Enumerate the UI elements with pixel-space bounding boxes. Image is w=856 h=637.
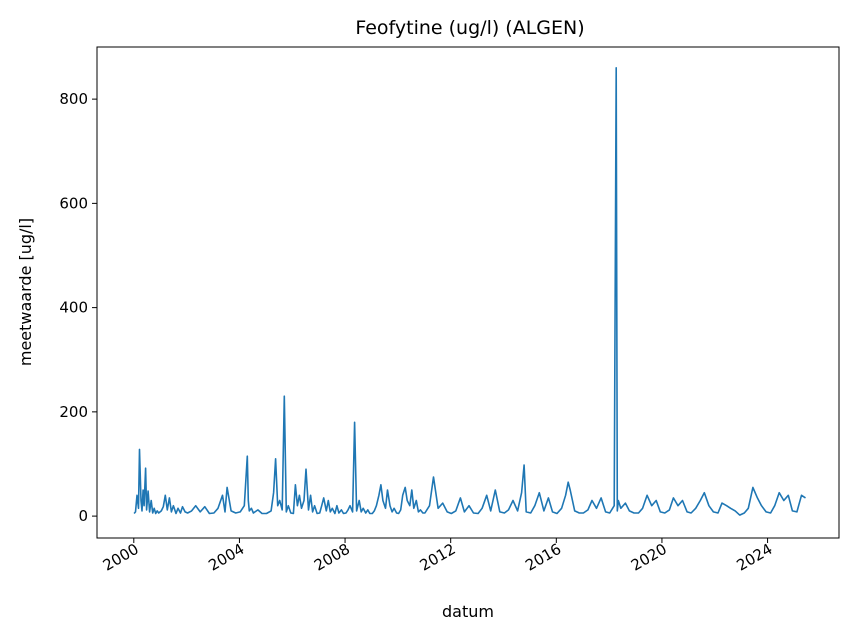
x-axis-label: datum <box>442 602 494 621</box>
y-tick-label-800: 800 <box>59 90 88 108</box>
y-tick-label-0: 0 <box>78 507 88 525</box>
series-line <box>133 67 806 516</box>
y-axis-label: meetwaarde [ug/l] <box>16 218 35 366</box>
y-tick-label-600: 600 <box>59 194 88 212</box>
chart-title: Feofytine (ug/l) (ALGEN) <box>355 17 584 39</box>
y-axis: 0 200 400 600 800 <box>59 90 97 525</box>
plot-area <box>133 67 806 516</box>
y-tick-label-400: 400 <box>59 299 88 317</box>
axes-frame <box>96 46 840 539</box>
y-tick-label-200: 200 <box>59 403 88 421</box>
